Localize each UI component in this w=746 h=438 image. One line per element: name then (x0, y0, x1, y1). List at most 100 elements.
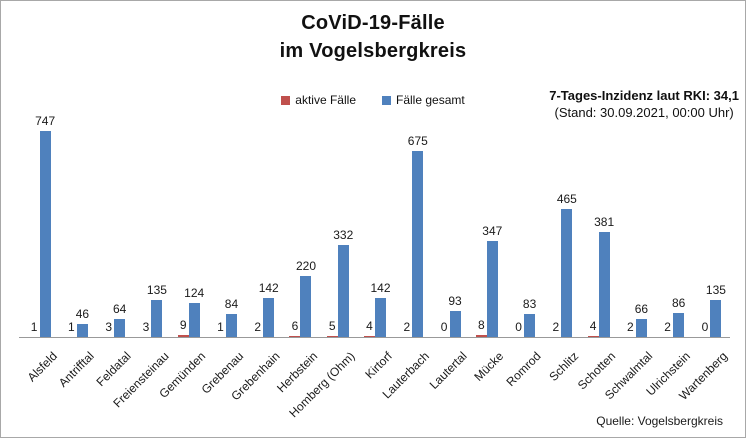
value-label-total: 332 (333, 228, 354, 242)
bar-total (76, 324, 88, 337)
x-axis-label: Antrifftal (55, 349, 97, 390)
bar-group: 1 46 (58, 131, 95, 337)
value-label-active: 0 (440, 320, 448, 334)
bar-group: 1 84 (207, 131, 244, 337)
value-label-total: 124 (184, 286, 205, 300)
bar-total (263, 298, 275, 337)
source-note: Quelle: Vogelsbergkreis (596, 414, 723, 428)
bar-pair (252, 298, 275, 337)
bar-total (300, 276, 312, 337)
value-label-total: 465 (556, 192, 577, 206)
value-label-total: 93 (448, 294, 462, 308)
value-label-active: 0 (515, 320, 522, 334)
bar-total (225, 314, 237, 337)
value-label-total: 220 (295, 259, 316, 273)
value-label-active: 2 (627, 320, 634, 334)
value-label-active: 4 (366, 319, 373, 333)
chart-title-line1: CoViD-19-Fälle (301, 12, 445, 34)
bar-pair (513, 314, 536, 337)
bar-total (151, 300, 163, 337)
value-label-active: 9 (179, 318, 187, 332)
bar-pair (550, 209, 573, 337)
x-axis-label: Mücke (471, 349, 507, 384)
bar-group: 2 142 (245, 131, 282, 337)
x-axis-label: Homberg (Ohm) (286, 349, 358, 421)
bar-group: 1 747 (21, 114, 58, 337)
plot-area: 1 747 1 46 3 64 3 135 9 124 1 84 2 142 6 220 5 332 4 142 2 67… (21, 114, 729, 337)
incidence-note: 7-Tages-Inzidenz laut RKI: 34,1 (Stand: … (549, 87, 739, 121)
bar-pair (662, 313, 685, 337)
value-label-active: 6 (291, 319, 299, 333)
bar-pair (289, 276, 312, 337)
bar-group: 0 135 (692, 131, 729, 337)
bar-total (412, 151, 424, 337)
bar-group: 3 64 (96, 131, 133, 337)
bar-pair (103, 319, 126, 337)
bar-active (289, 336, 301, 337)
value-label-active: 3 (105, 320, 112, 334)
value-label-total: 84 (224, 297, 239, 311)
bar-active (364, 336, 376, 337)
value-label-total: 142 (258, 281, 279, 295)
bar-total (114, 319, 126, 337)
value-label-total: 66 (634, 302, 649, 316)
value-label-total: 86 (671, 296, 686, 310)
x-axis-label: Lautertal (426, 349, 470, 392)
value-label-active: 3 (142, 320, 150, 334)
bar-group: 0 93 (431, 131, 468, 337)
bar-pair (587, 232, 610, 337)
value-label-active: 2 (254, 320, 262, 334)
value-label-total: 747 (35, 114, 56, 128)
value-label-active: 2 (552, 320, 560, 334)
incidence-line2: (Stand: 30.09.2021, 00:00 Uhr) (554, 105, 734, 120)
bar-total (524, 314, 536, 337)
value-label-active: 1 (68, 320, 75, 334)
bar-pair (699, 300, 722, 337)
value-label-total: 64 (112, 302, 127, 316)
bar-active (587, 336, 599, 337)
bar-pair (66, 324, 88, 337)
legend-swatch-active-icon (281, 95, 291, 105)
value-label-total: 142 (370, 281, 391, 295)
bar-active (177, 335, 189, 337)
bar-pair (625, 319, 647, 337)
value-label-active: 2 (664, 320, 671, 334)
value-label-total: 347 (482, 224, 503, 238)
bar-pair (29, 131, 51, 337)
bar-pair (475, 241, 498, 337)
value-label-active: 2 (403, 320, 411, 334)
bar-pair (364, 298, 387, 337)
legend: aktive Fälle Fälle gesamt (1, 93, 745, 107)
bar-total (710, 300, 722, 337)
value-label-total: 135 (146, 283, 167, 297)
value-label-total: 135 (705, 283, 726, 297)
bar-total (337, 245, 349, 337)
value-label-total: 675 (407, 134, 428, 148)
value-label-active: 1 (30, 320, 38, 334)
legend-label-total: Fälle gesamt (396, 93, 465, 107)
bar-pair (439, 311, 461, 337)
legend-swatch-total-icon (382, 95, 391, 105)
bar-total (635, 319, 647, 337)
x-axis-label: Alsfeld (24, 349, 60, 385)
bar-group: 5 332 (319, 131, 356, 337)
bar-active (326, 336, 338, 337)
value-label-active: 5 (328, 319, 336, 333)
value-label-active: 1 (217, 320, 224, 334)
bar-total (39, 131, 51, 337)
bar-group: 8 347 (468, 131, 505, 337)
bar-active (475, 335, 487, 337)
bar-pair (140, 300, 163, 337)
bar-group: 4 381 (580, 131, 617, 337)
bar-group: 4 142 (356, 131, 393, 337)
bar-group: 2 675 (394, 131, 431, 337)
bar-total (375, 298, 387, 337)
x-axis-label: Kirtorf (362, 349, 395, 382)
legend-item-active: aktive Fälle (281, 93, 356, 107)
legend-item-total: Fälle gesamt (382, 93, 465, 107)
bar-group: 2 465 (543, 131, 580, 337)
chart-title: CoViD-19-Fälle im Vogelsbergkreis (1, 9, 745, 65)
value-label-total: 46 (75, 307, 90, 321)
value-label-total: 83 (522, 297, 537, 311)
